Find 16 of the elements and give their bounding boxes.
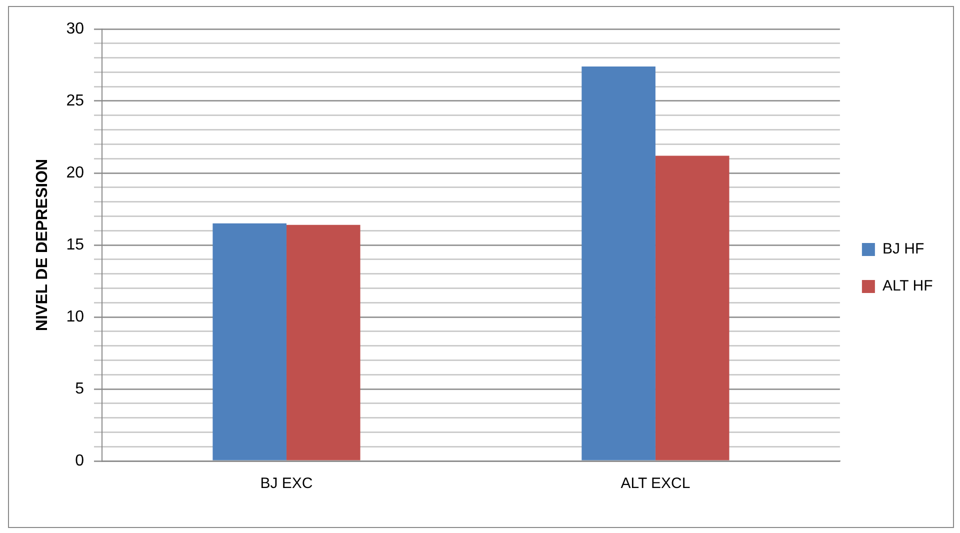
y-tick-label: 30: [66, 20, 84, 38]
y-tick-label: 5: [75, 380, 84, 398]
x-tick-label: BJ EXC: [260, 475, 313, 492]
y-tick-label: 25: [66, 92, 84, 110]
y-tick-label: 15: [66, 236, 84, 254]
bar: [655, 156, 730, 460]
y-tick-label: 20: [66, 164, 84, 182]
bar: [582, 66, 656, 460]
x-tick-label: ALT EXCL: [620, 475, 690, 492]
y-tick-label: 0: [75, 452, 84, 470]
bar: [286, 224, 360, 460]
y-axis-title: NIVEL DE DEPRESION: [34, 158, 52, 332]
bar: [212, 223, 286, 460]
y-tick-label: 10: [66, 308, 84, 326]
legend-label: BJ HF: [882, 240, 924, 258]
legend-label: ALT HF: [882, 278, 933, 295]
